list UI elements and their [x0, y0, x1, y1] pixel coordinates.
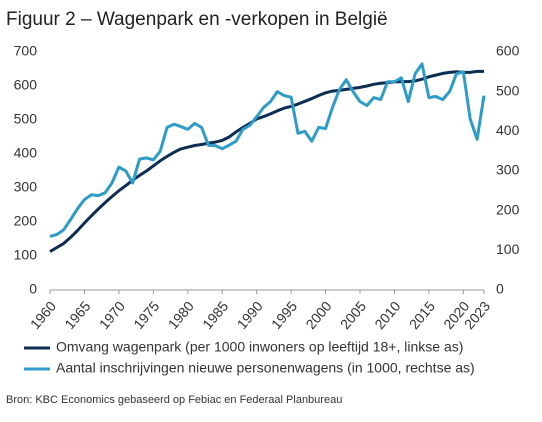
- x-tick-label: 2015: [406, 298, 438, 332]
- y-tick-label: 700: [14, 43, 38, 59]
- y2-tick-label: 600: [496, 43, 520, 59]
- y-tick-label: 200: [14, 213, 38, 229]
- x-tick-label: 2005: [337, 298, 369, 332]
- legend-label: Omvang wagenpark (per 1000 inwoners op l…: [56, 339, 463, 355]
- chart-title: Figuur 2 – Wagenpark en -verkopen in Bel…: [6, 9, 388, 30]
- y2-tick-label: 300: [496, 162, 520, 178]
- series-line: [49, 69, 484, 253]
- y-tick-label: 400: [14, 145, 38, 161]
- y-tick-label: 300: [14, 179, 38, 195]
- x-tick-label: 1975: [130, 298, 162, 332]
- x-tick-label: 1980: [165, 298, 197, 332]
- y2-tick-label: 400: [496, 122, 520, 138]
- y2-tick-label: 500: [496, 82, 520, 98]
- x-tick-label: 1970: [96, 298, 128, 332]
- x-tick-label: 2000: [302, 298, 334, 332]
- source-note: Bron: KBC Economics gebaseerd op Febiac …: [6, 394, 342, 406]
- x-tick-label: 1985: [199, 298, 231, 332]
- x-tick-label: 1995: [268, 298, 300, 332]
- y-tick-label: 100: [14, 247, 38, 263]
- series-line: [49, 62, 486, 238]
- legend-label: Aantal inschrijvingen nieuwe personenwag…: [56, 360, 475, 376]
- y2-tick-label: 200: [496, 201, 520, 217]
- y2-tick-label: 100: [496, 241, 520, 257]
- y-tick-label: 600: [14, 77, 38, 93]
- y-tick-label: 500: [14, 111, 38, 127]
- x-tick-label: 1965: [61, 298, 93, 332]
- y2-tick-label: 0: [496, 281, 504, 297]
- x-tick-label: 1960: [27, 298, 59, 332]
- x-tick-label: 2010: [371, 298, 403, 332]
- y-tick-label: 0: [29, 281, 37, 297]
- x-tick-label: 1990: [234, 298, 266, 332]
